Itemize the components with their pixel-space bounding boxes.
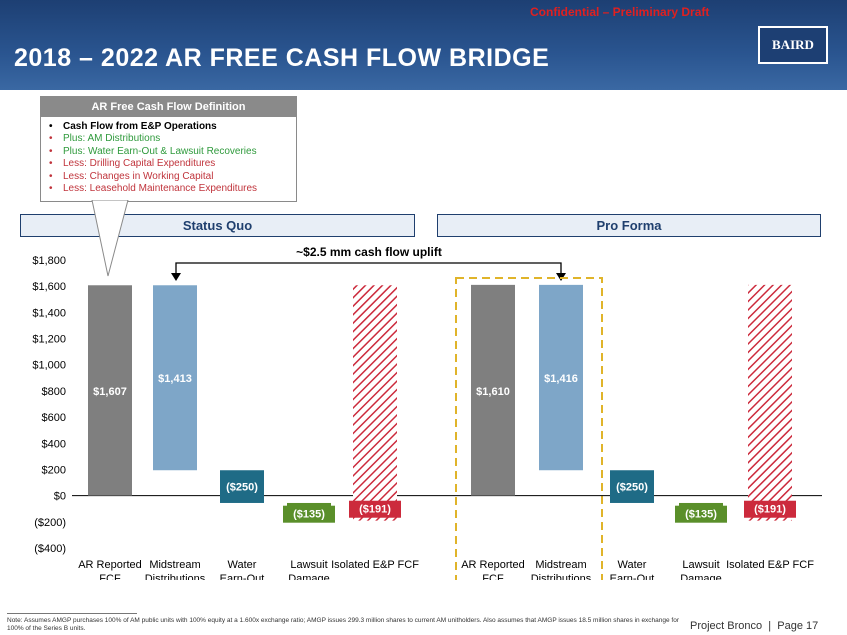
uplift-label: ~$2.5 mm cash flow uplift: [296, 245, 442, 259]
page-title: 2018 – 2022 AR FREE CASH FLOW BRIDGE: [14, 44, 550, 72]
data-label-bg: [283, 505, 335, 523]
data-label: $1,416: [544, 373, 578, 385]
y-tick-label: ($400): [34, 543, 66, 555]
data-label: ($250): [616, 481, 648, 493]
definition-list: Cash Flow from E&P OperationsPlus: AM Di…: [49, 121, 296, 195]
category-label: Midstream Distributions: [145, 559, 206, 580]
category-label: LawsuitDamageRecoveries: [673, 559, 729, 580]
uplift-arrow-line: [175, 262, 562, 277]
category-label: Water Earn-Out: [610, 559, 655, 580]
y-tick-label: $1,800: [32, 255, 66, 267]
y-tick-label: $600: [42, 412, 66, 424]
page-number: Page 17: [777, 620, 819, 632]
definition-item: Cash Flow from E&P Operations: [49, 121, 296, 133]
bar-1: [539, 284, 583, 471]
bar-4: [353, 285, 397, 521]
data-label: ($135): [293, 509, 325, 521]
definition-item: Plus: Water Earn-Out & Lawsuit Recoverie…: [49, 146, 296, 158]
y-tick-label: $1,200: [32, 334, 66, 346]
data-label: ($135): [685, 509, 717, 521]
category-label: AR ReportedFCFGeneration: [461, 559, 525, 580]
bar-0: [471, 284, 515, 496]
category-label: Water Earn-Out: [220, 559, 265, 580]
definition-box: AR Free Cash Flow Definition Cash Flow f…: [40, 96, 297, 202]
data-label-bg: [349, 500, 401, 518]
y-tick-label: $1,000: [32, 360, 66, 372]
y-tick-label: $200: [42, 464, 66, 476]
data-label: $1,607: [93, 386, 127, 398]
bar-2: [610, 470, 654, 503]
data-label: $1,413: [158, 373, 192, 385]
bar-2: [220, 470, 264, 503]
footnote-rule: [7, 613, 137, 614]
data-label: ($191): [754, 504, 786, 516]
data-label: $1,610: [476, 386, 510, 398]
category-label: LawsuitDamageRecoveries: [281, 559, 337, 580]
page-info: Project Bronco | Page 17: [690, 620, 818, 632]
definition-title: AR Free Cash Flow Definition: [41, 97, 296, 117]
pro-forma-highlight-box: [455, 277, 603, 580]
page-separator: |: [768, 620, 772, 632]
header-banner: Confidential – Preliminary Draft 2018 – …: [0, 0, 847, 90]
data-label-bg: [744, 500, 796, 518]
data-label: ($191): [359, 504, 391, 516]
definition-item: Less: Leasehold Maintenance Expenditures: [49, 183, 296, 195]
category-label: AR ReportedFCFGeneration: [78, 559, 142, 580]
confidential-label: Confidential – Preliminary Draft: [530, 5, 710, 19]
y-tick-label: $0: [54, 491, 66, 503]
cash-flow-bridge-chart: ~$2.5 mm cash flow uplift ($400) ($200) $0…: [32, 200, 822, 580]
baird-logo: BAIRD: [758, 26, 828, 64]
category-label: Midstream Distributions: [531, 559, 592, 580]
bar-4: [748, 284, 792, 521]
y-tick-label: ($200): [34, 517, 66, 529]
definition-item: Less: Drilling Capital Expenditures: [49, 158, 296, 170]
footnote: Note: Assumes AMGP purchases 100% of AM …: [7, 617, 680, 632]
bar-0: [88, 285, 132, 496]
y-tick-label: $1,600: [32, 281, 66, 293]
y-tick-label: $1,400: [32, 307, 66, 319]
bar-1: [153, 285, 197, 471]
data-label-bg: [675, 505, 727, 523]
definition-callout: [91, 200, 129, 277]
uplift-arrow-left-head: [171, 273, 181, 281]
y-tick-label: $400: [42, 438, 66, 450]
pro-forma-header: Pro Forma: [437, 214, 821, 237]
y-tick-label: $800: [42, 386, 66, 398]
category-label: Isolated E&P FCF: [331, 559, 419, 571]
data-label: ($250): [226, 481, 258, 493]
category-label: Isolated E&P FCF: [726, 559, 814, 571]
project-name: Project Bronco: [690, 620, 763, 632]
definition-item: Plus: AM Distributions: [49, 133, 296, 145]
definition-item: Less: Changes in Working Capital: [49, 171, 296, 183]
